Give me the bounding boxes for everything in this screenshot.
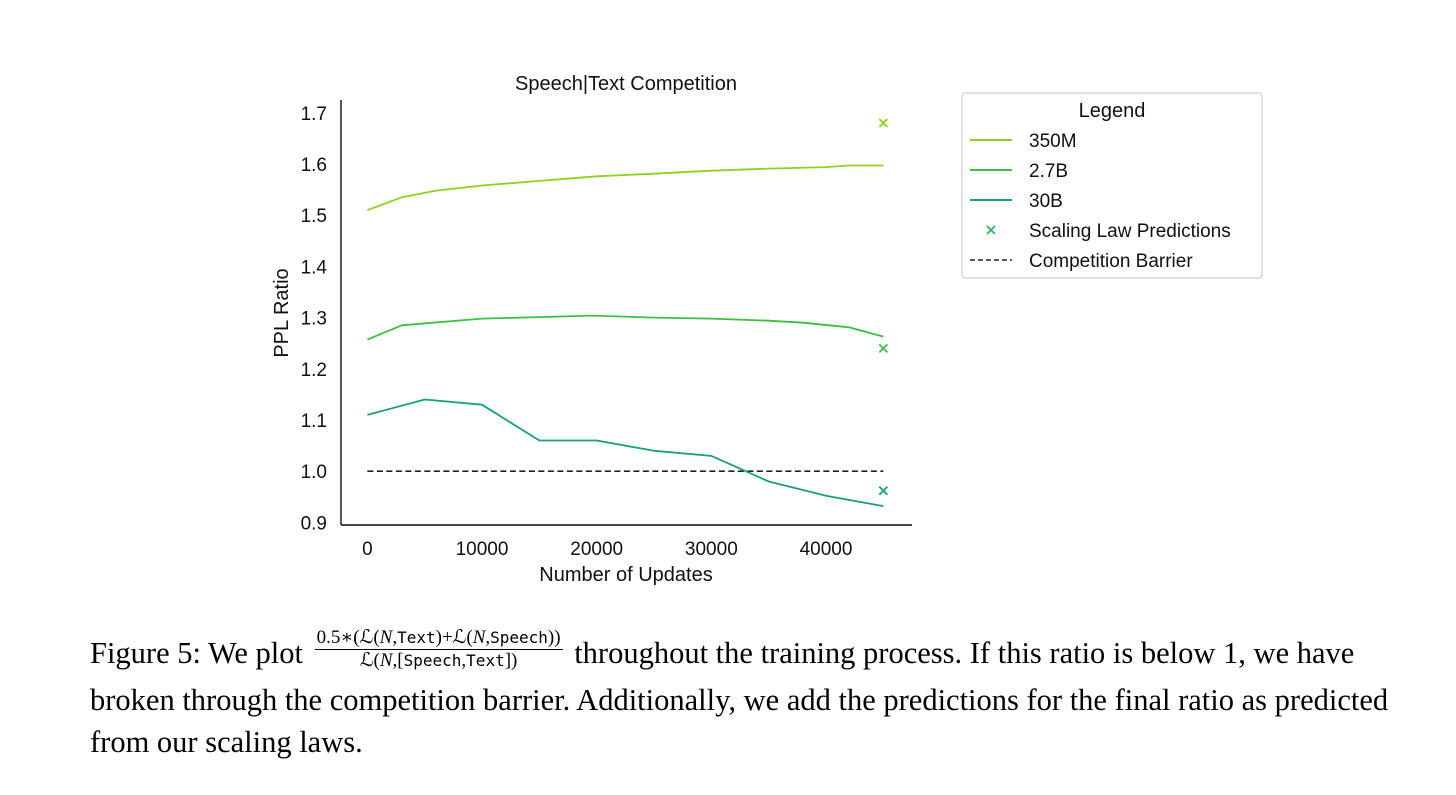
formula-num-close1: )+ xyxy=(435,626,453,648)
x-tick-label: 0 xyxy=(362,539,373,560)
formula-den-l: ℒ( xyxy=(359,649,380,671)
formula-num-l2: ℒ( xyxy=(452,626,473,648)
legend-label-barrier: Competition Barrier xyxy=(1029,251,1193,272)
formula-num-a: 0.5∗( xyxy=(316,626,360,648)
formula-denominator: ℒ(N,[Speech,Text]) xyxy=(358,650,520,672)
prediction-marker xyxy=(878,343,888,353)
series-line-2-7b xyxy=(367,314,884,341)
y-tick-label: 1.1 xyxy=(301,411,327,432)
y-tick-label: 1.0 xyxy=(301,462,327,483)
formula-den-close: ]) xyxy=(504,649,518,671)
x-tick-label: 10000 xyxy=(456,539,509,560)
formula-den-comma: , xyxy=(461,649,467,671)
legend-label-350m: 350M xyxy=(1029,131,1077,152)
y-tick-label: 1.4 xyxy=(301,257,328,278)
formula-num-text: Text xyxy=(397,627,436,647)
x-tick-label: 20000 xyxy=(570,539,623,560)
y-tick-label: 0.9 xyxy=(301,513,327,534)
x-axis-label: Number of Updates xyxy=(539,564,712,586)
legend-label-2-7b: 2.7B xyxy=(1029,161,1068,182)
y-axis-label: PPL Ratio xyxy=(271,268,293,357)
formula-den-text: Text xyxy=(466,650,505,670)
formula-den-speech: Speech xyxy=(403,650,462,670)
formula-num-sep2: , xyxy=(485,626,491,648)
series-line-30b xyxy=(367,398,884,507)
formula-numerator: 0.5∗(ℒ(N,Text)+ℒ(N,Speech)) xyxy=(314,626,563,650)
series-line-350m xyxy=(367,164,884,211)
y-tick-label: 1.6 xyxy=(301,155,327,176)
caption-rest: throughout the training process. If this… xyxy=(90,636,1389,759)
figure-caption: Figure 5: We plot 0.5∗(ℒ(N,Text)+ℒ(N,Spe… xyxy=(90,627,1446,763)
chart: Speech|Text Competition PPL Ratio Number… xyxy=(271,73,1263,586)
formula-num-n2: N xyxy=(472,626,486,648)
x-tick-label: 40000 xyxy=(800,539,853,560)
formula-num-close2: )) xyxy=(547,626,561,648)
y-tick-label: 1.5 xyxy=(301,206,327,227)
legend-swatch-predictions xyxy=(986,225,996,235)
y-tick-label: 1.7 xyxy=(301,104,327,125)
formula-den-sep: ,[ xyxy=(392,649,404,671)
formula-num-l1: ℒ( xyxy=(359,626,380,648)
prediction-marker xyxy=(878,486,888,496)
caption-lead: Figure 5: We plot xyxy=(90,636,304,670)
legend-prediction-marker xyxy=(986,225,996,235)
legend-label-30b: 30B xyxy=(1029,191,1063,212)
formula-num-speech: Speech xyxy=(490,627,548,647)
caption-formula: 0.5∗(ℒ(N,Text)+ℒ(N,Speech)) ℒ(N,[Speech,… xyxy=(314,626,563,672)
prediction-marker xyxy=(878,118,888,128)
legend-frame xyxy=(961,92,1263,279)
legend-title: Legend xyxy=(1079,100,1146,122)
y-tick-label: 1.3 xyxy=(301,309,327,330)
formula-num-sep1: , xyxy=(392,626,398,648)
formula-num-n1: N xyxy=(379,626,393,648)
legend: Legend 350M 2.7B 30B Scaling Law Predict… xyxy=(961,92,1263,279)
chart-title: Speech|Text Competition xyxy=(515,73,737,95)
x-tick-label: 30000 xyxy=(685,539,738,560)
y-tick-label: 1.2 xyxy=(301,360,327,381)
formula-den-n: N xyxy=(379,649,393,671)
legend-label-predictions: Scaling Law Predictions xyxy=(1029,221,1231,242)
